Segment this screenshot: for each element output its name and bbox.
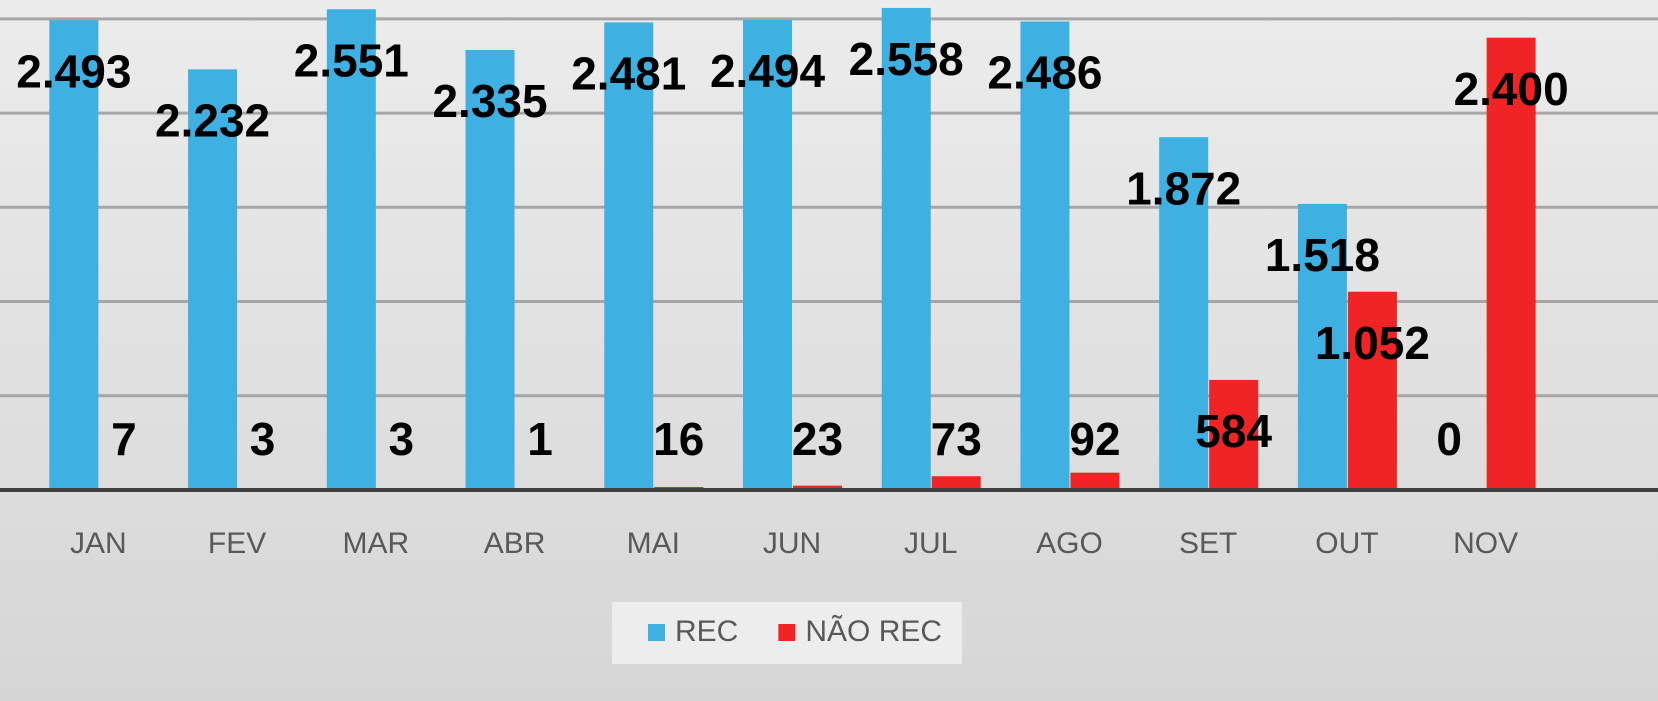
data-label: 2.486	[987, 47, 1102, 99]
bar	[743, 19, 792, 490]
bar	[931, 476, 981, 490]
x-tick-label: JUN	[763, 527, 821, 560]
bar	[1070, 472, 1120, 490]
data-label: 1.052	[1315, 317, 1430, 369]
bar	[1486, 37, 1536, 490]
legend-label: NÃO REC	[805, 614, 942, 648]
data-label: 0	[1436, 413, 1462, 465]
x-tick-label: FEV	[208, 527, 266, 560]
x-tick-label: AGO	[1036, 527, 1103, 560]
x-tick-label: NOV	[1453, 527, 1518, 560]
data-label: 584	[1195, 405, 1272, 457]
x-tick-label: OUT	[1315, 527, 1378, 560]
data-label: 2.551	[294, 34, 409, 86]
bar	[881, 7, 931, 491]
bar	[1159, 137, 1209, 490]
x-tick-label: JUL	[904, 527, 957, 560]
x-tick-label: MAI	[627, 527, 680, 560]
bar	[1209, 379, 1259, 490]
bar	[793, 485, 842, 490]
x-tick-label: JAN	[70, 527, 127, 560]
data-label: 16	[653, 413, 704, 465]
data-label: 1.518	[1265, 229, 1380, 281]
data-label: 2.494	[710, 45, 826, 97]
legend-swatch	[648, 624, 665, 641]
data-label: 2.335	[432, 75, 547, 127]
data-label: 3	[250, 413, 276, 465]
bar	[326, 9, 376, 490]
data-label: 1	[527, 413, 553, 465]
x-tick-label: SET	[1179, 527, 1237, 560]
data-label: 1.872	[1126, 162, 1241, 214]
data-label: 2.400	[1454, 63, 1569, 115]
data-label: 2.493	[16, 45, 131, 97]
bar	[188, 69, 238, 490]
bar	[1020, 21, 1070, 490]
legend-swatch	[778, 624, 796, 641]
data-label: 23	[792, 413, 843, 465]
legend-label: REC	[675, 615, 738, 648]
data-label: 7	[111, 413, 137, 465]
data-label: 73	[931, 413, 982, 465]
data-label: 2.558	[849, 33, 964, 85]
bar	[1297, 203, 1347, 490]
bar	[49, 20, 99, 491]
data-label: 92	[1069, 413, 1120, 465]
bar	[604, 22, 654, 491]
x-tick-label: MAR	[342, 527, 409, 560]
data-label: 3	[389, 413, 415, 465]
data-label: 2.232	[155, 95, 270, 147]
x-tick-label: ABR	[484, 527, 546, 560]
bar	[465, 49, 515, 490]
data-label: 2.481	[571, 48, 686, 100]
bar	[1347, 291, 1397, 490]
